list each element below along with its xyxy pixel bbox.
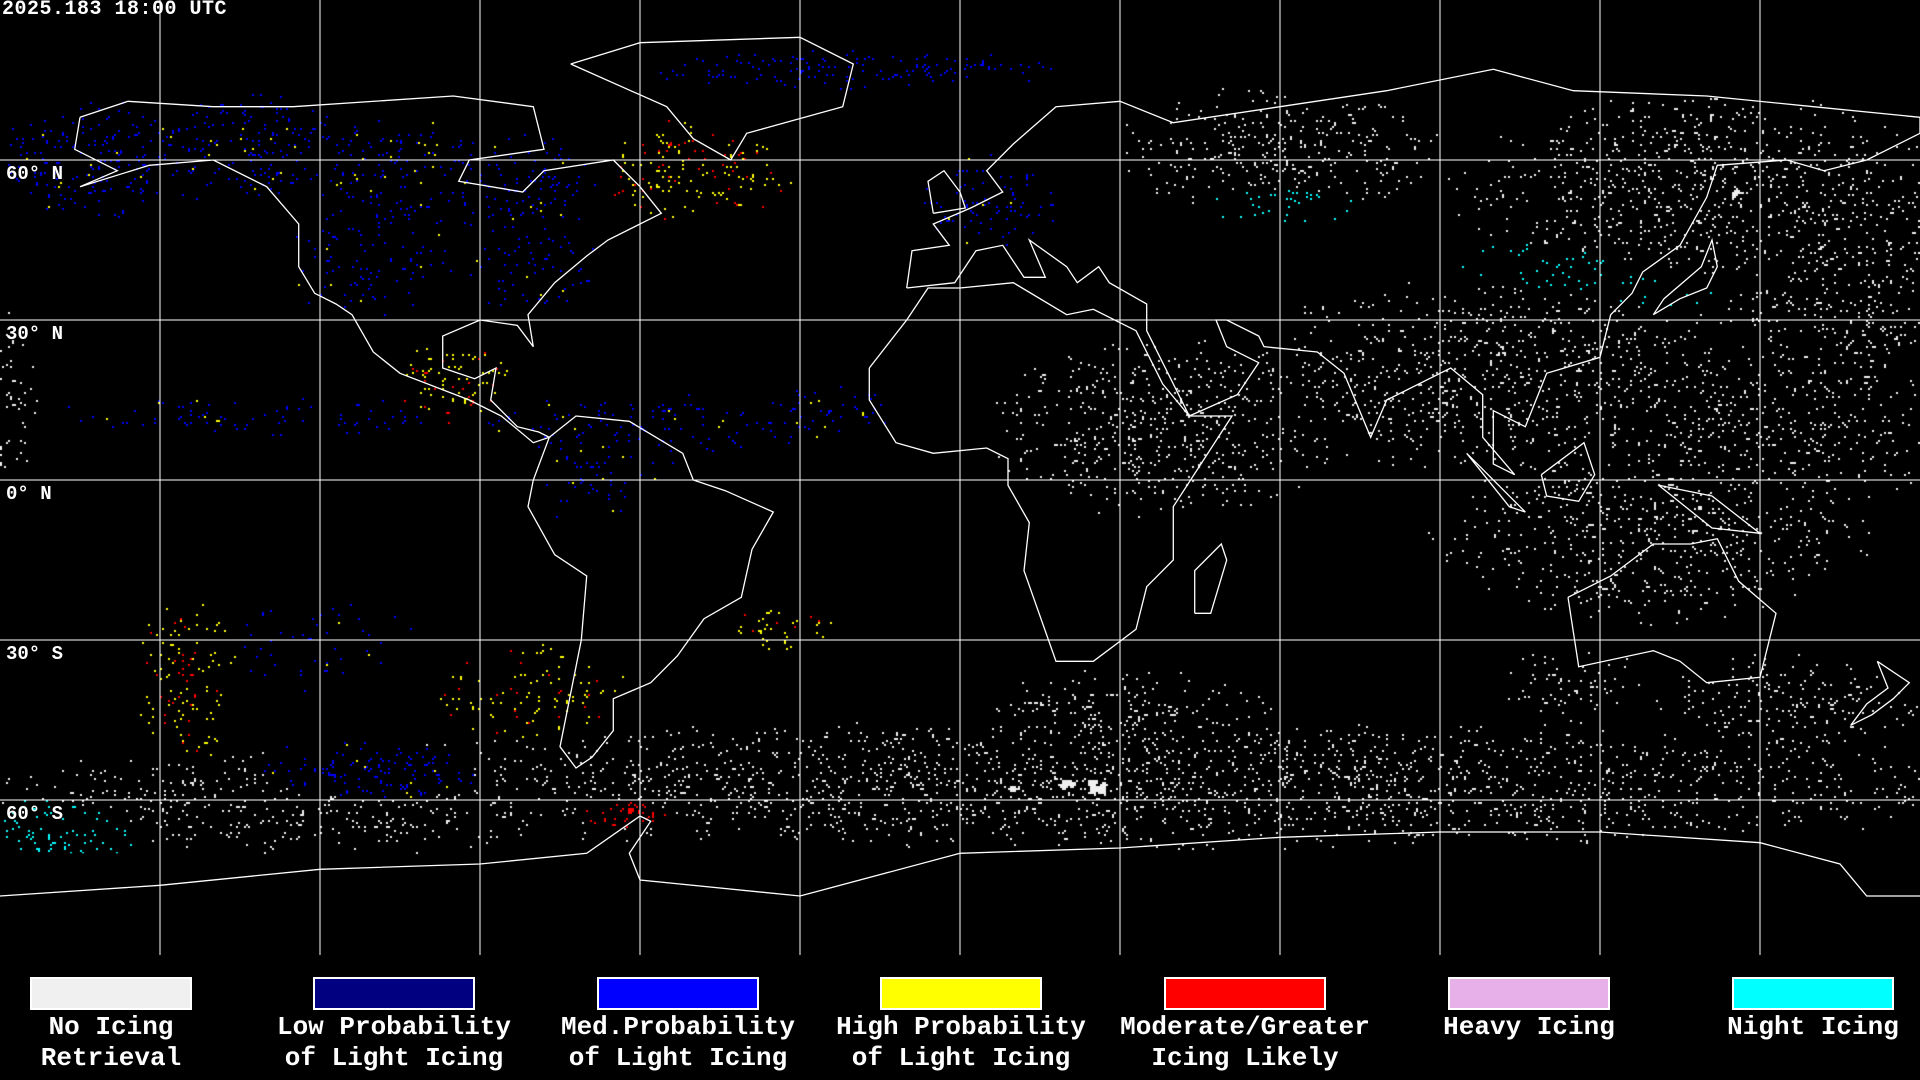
lat-label-0n: 0° N — [6, 483, 52, 505]
coastline-madagascar — [1194, 542, 1228, 614]
legend-label: of Light Icing — [851, 1043, 1071, 1073]
lat-label-60n: 60° N — [6, 163, 64, 185]
legend-swatch — [30, 977, 192, 1010]
coastline-japan — [1652, 237, 1718, 316]
legend-label: Icing Likely — [1151, 1043, 1339, 1073]
lat-label-30s: 30° S — [6, 643, 64, 665]
lat-label-60s: 60° S — [6, 803, 64, 825]
lat-label-30n: 30° N — [6, 323, 64, 345]
timestamp: 2025.183 18:00 UTC — [2, 0, 228, 21]
coastline-new-guinea — [1658, 484, 1763, 535]
icing-map: 2025.183 18:00 UTC 60° N 30° N 0° N 30° … — [0, 0, 1920, 955]
legend-label: Heavy Icing — [1443, 1012, 1615, 1042]
coastline-antarctica — [0, 815, 1920, 897]
coastline-africa — [868, 282, 1234, 662]
coastline-australia — [1567, 537, 1777, 684]
legend-label: Retrieval — [40, 1043, 182, 1073]
legend-label: Moderate/Greater — [1120, 1012, 1370, 1042]
legend-swatch — [880, 977, 1042, 1010]
coastline-new-zealand — [1850, 660, 1911, 726]
legend-swatch — [1448, 977, 1610, 1010]
coastline-grid-overlay — [0, 0, 1920, 955]
legend-label: of Light Icing — [284, 1043, 504, 1073]
coastline-eurasia — [906, 68, 1920, 476]
legend-swatch — [1164, 977, 1326, 1010]
legend-label: Night Icing — [1727, 1012, 1899, 1042]
coastline-south-america — [527, 415, 775, 769]
legend-label: High Probability — [836, 1012, 1086, 1042]
coastline-greenland — [570, 36, 855, 161]
legend: No Icing Retrieval Low Probability of Li… — [0, 955, 1920, 1080]
legend-swatch — [597, 977, 759, 1010]
legend-label: No Icing — [48, 1012, 174, 1042]
legend-label: of Light Icing — [568, 1043, 788, 1073]
coastline-sumatra — [1466, 452, 1526, 513]
legend-label: Med.Probability — [560, 1012, 796, 1042]
legend-swatch — [313, 977, 475, 1010]
coastline-north-america — [73, 95, 663, 444]
legend-label: Low Probability — [276, 1012, 512, 1042]
legend-swatch — [1732, 977, 1894, 1010]
coastline-borneo — [1540, 441, 1596, 503]
coastline-great-britain — [927, 169, 967, 214]
